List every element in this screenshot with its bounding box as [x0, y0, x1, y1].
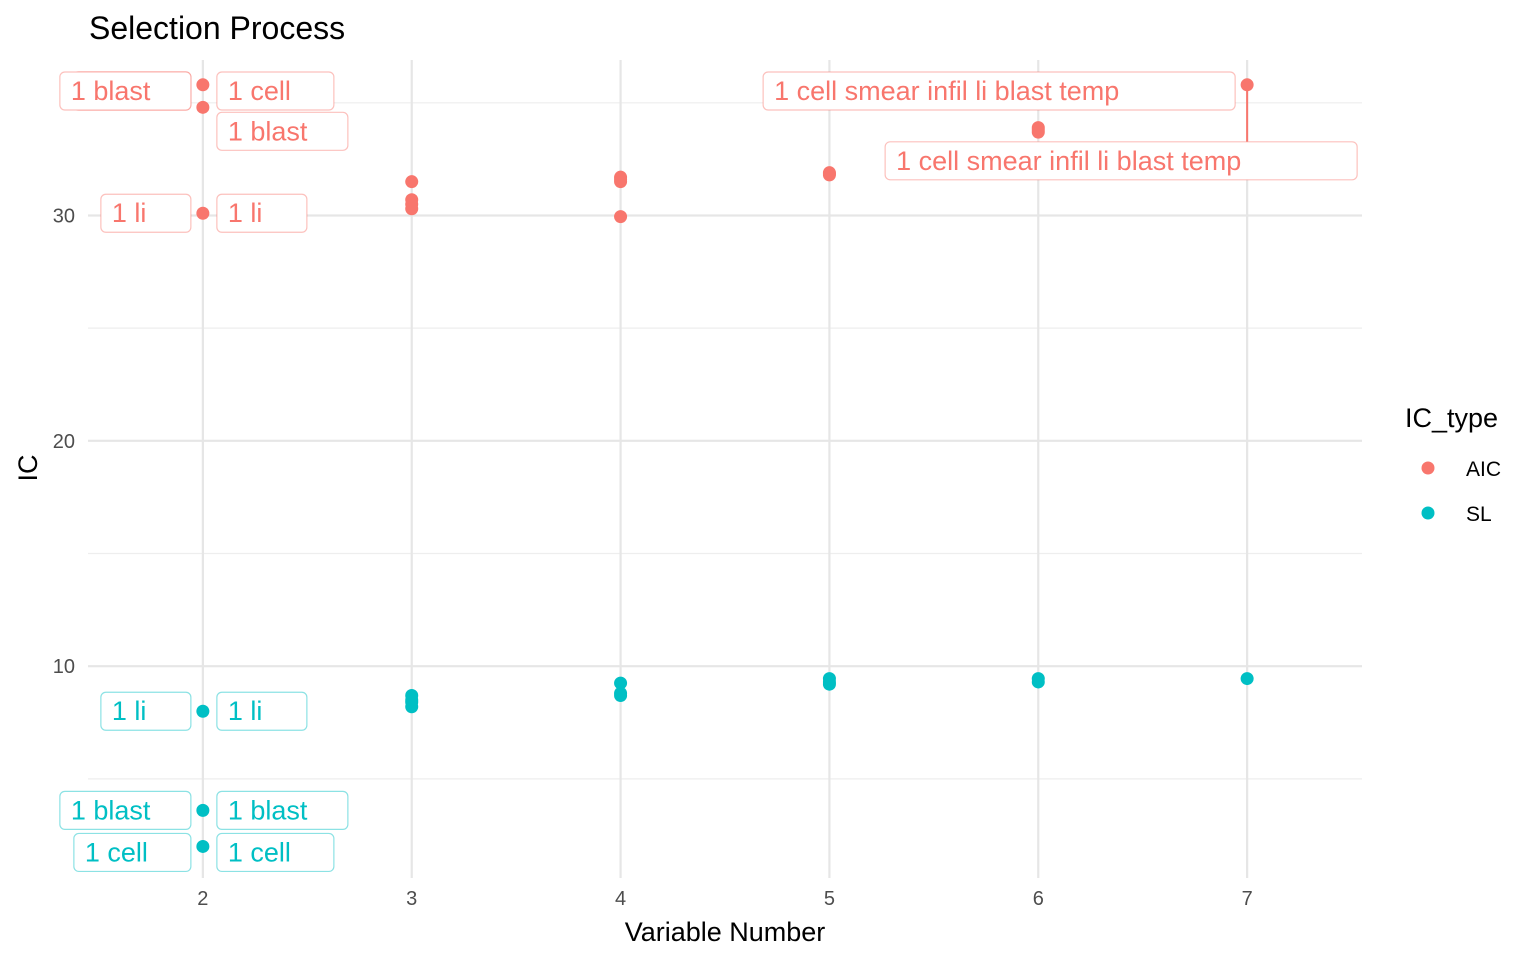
callout-box [762, 71, 1236, 111]
callout-box [216, 193, 308, 233]
callout-label: 1 blast [71, 76, 151, 106]
data-point-sl [405, 700, 419, 714]
data-point-sl [614, 688, 628, 702]
x-tick-label: 4 [615, 888, 626, 910]
callout-box [73, 832, 192, 873]
data-point-aic [196, 100, 210, 114]
x-tick-label: 6 [1033, 888, 1044, 910]
data-point-aic [196, 206, 210, 220]
x-axis-title: Variable Number [625, 917, 826, 947]
data-point-sl [196, 803, 210, 817]
data-point-aic [822, 167, 836, 181]
y-axis-title: IC [13, 455, 43, 482]
callout-box [216, 790, 349, 830]
data-point-aic [1240, 78, 1254, 92]
legend-label-sl: SL [1466, 503, 1492, 526]
data-point-sl [196, 704, 210, 718]
legend-label-aic: AIC [1466, 458, 1501, 481]
callout-box [100, 193, 192, 233]
data-point-aic [405, 202, 419, 216]
data-point-sl [822, 677, 836, 691]
data-point-sl [1031, 675, 1045, 689]
data-point-aic [614, 172, 628, 186]
callout-label: 1 li [112, 696, 147, 726]
callout-label: 1 li [228, 696, 263, 726]
callout-label: 1 blast [71, 795, 151, 825]
callout-box [216, 691, 308, 731]
x-tick-label: 3 [406, 888, 417, 910]
legend-key-sl [1421, 506, 1435, 520]
grid-layer [88, 60, 1362, 878]
points-layer [196, 78, 1254, 853]
legend: IC_type AIC SL [1405, 403, 1501, 526]
legend-key-aic [1421, 461, 1435, 475]
y-tick-label: 20 [53, 431, 75, 453]
data-point-sl [614, 676, 628, 690]
data-point-sl [196, 839, 210, 853]
y-tick-label: 30 [53, 205, 75, 227]
legend-title: IC_type [1405, 403, 1498, 433]
data-point-aic [196, 78, 210, 92]
callout-label: 1 cell [85, 837, 148, 867]
y-tick-label: 10 [53, 656, 75, 678]
callout-label: 1 cell smear infil li blast temp [896, 146, 1241, 176]
callout-label: 1 cell smear infil li blast temp [774, 76, 1119, 106]
data-point-aic [1031, 123, 1045, 137]
x-tick-label: 2 [197, 888, 208, 910]
x-tick-label: 5 [824, 888, 835, 910]
callout-box [884, 141, 1358, 181]
callout-box [216, 111, 349, 151]
callout-label: 1 cell [228, 76, 291, 106]
callout-label: 1 li [112, 198, 147, 228]
callout-label: 1 blast [228, 795, 308, 825]
callout-box [59, 71, 192, 111]
chart-title: Selection Process [89, 10, 345, 46]
data-point-aic [405, 175, 419, 189]
data-point-aic [614, 210, 628, 224]
callout-box [216, 71, 335, 111]
ticks-layer: 10 20 30 2 3 4 5 6 7 [53, 205, 1253, 910]
callouts-layer: 1 cell 1 cell 1 blast 1 blast 1 li 1 li 1 cell… [59, 71, 1358, 873]
callout-label: 1 li [228, 198, 263, 228]
callout-label: 1 cell [228, 837, 291, 867]
legend-items: AIC SL [1421, 458, 1501, 526]
callout-box [216, 832, 335, 873]
callout-label: 1 blast [228, 116, 308, 146]
data-point-sl [1240, 672, 1254, 686]
callout-box [59, 790, 192, 830]
callout-box [100, 691, 192, 731]
x-tick-label: 7 [1242, 888, 1253, 910]
